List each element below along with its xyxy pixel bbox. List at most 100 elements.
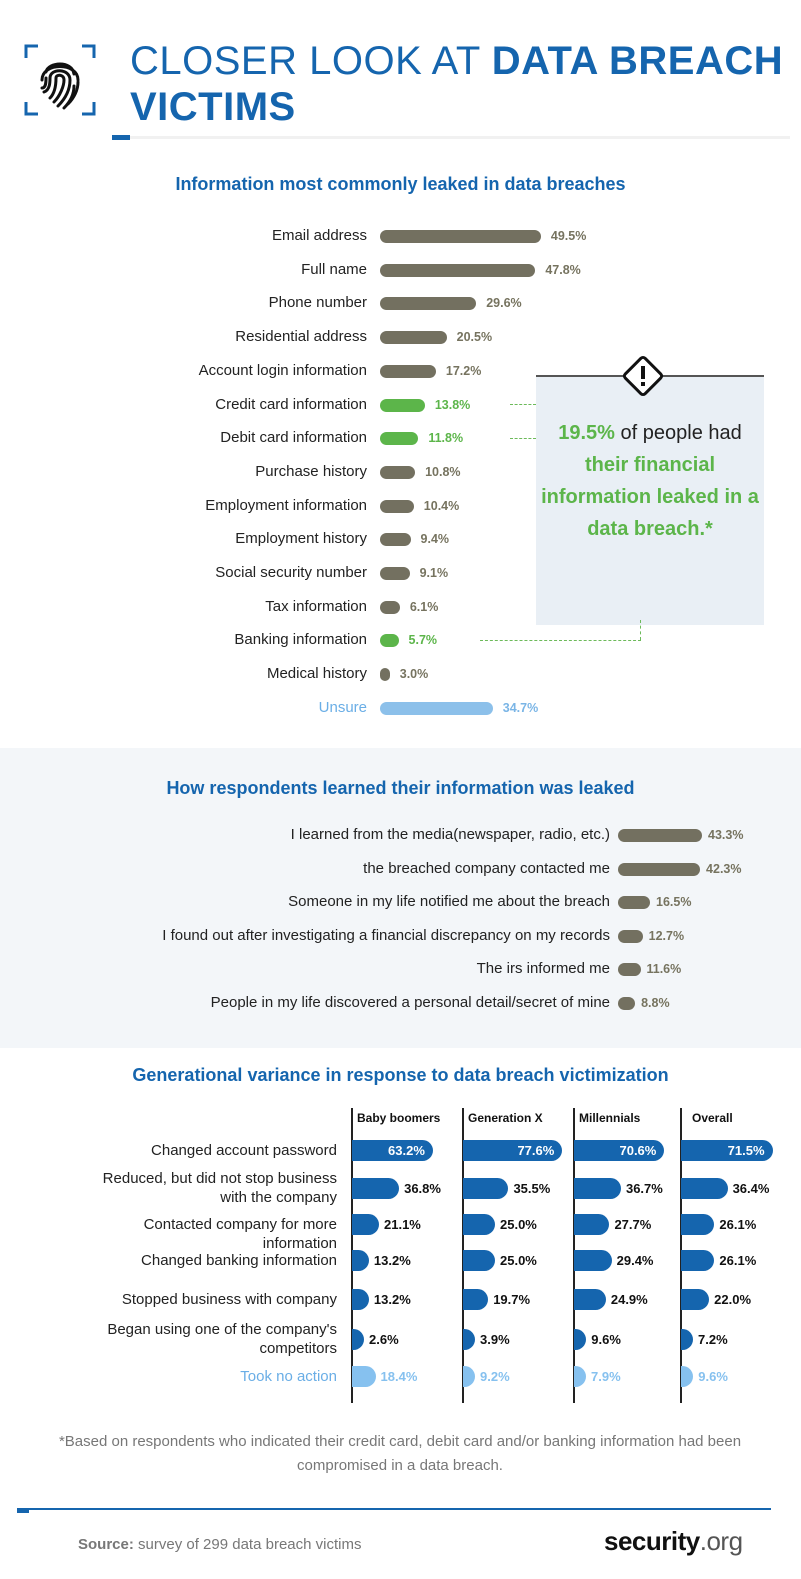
bar — [681, 1366, 694, 1387]
value-label: 9.2% — [480, 1369, 510, 1384]
value-label: 9.6% — [698, 1369, 728, 1384]
value-label: 9.6% — [591, 1332, 621, 1347]
bar — [574, 1289, 606, 1310]
page-title: CLOSER LOOK AT DATA BREACH VICTIMS — [130, 39, 784, 129]
bar — [681, 1214, 715, 1235]
value-label: 13.8% — [434, 397, 471, 412]
value-label: 16.5% — [656, 895, 692, 910]
bar — [352, 1289, 369, 1310]
bar — [380, 230, 541, 243]
bar — [352, 1214, 379, 1235]
value-label: 25.0% — [500, 1217, 537, 1232]
bar — [380, 364, 436, 378]
section-learned — [0, 748, 801, 1048]
bar — [618, 929, 643, 943]
value-label: 12.7% — [648, 928, 685, 943]
bar — [380, 600, 400, 614]
bar — [618, 997, 636, 1010]
value-label: 8.8% — [641, 996, 670, 1010]
bar-label: The irs informed me — [476, 960, 610, 978]
bar-label: Purchase history — [255, 462, 367, 480]
value-label: 25.0% — [500, 1253, 537, 1268]
bar-label: Credit card information — [215, 395, 367, 413]
value-label: 36.7% — [625, 1181, 663, 1196]
row-label: Changed banking information — [141, 1252, 337, 1269]
bar — [380, 432, 419, 446]
value-label: 9.4% — [420, 532, 450, 547]
divider — [112, 136, 790, 139]
row-label: Reduced, but did not stop business with … — [102, 1170, 337, 1206]
value-label: 2.6% — [369, 1332, 399, 1347]
value-label: 70.6% — [619, 1143, 657, 1158]
value-label: 19.7% — [493, 1292, 531, 1307]
value-label: 3.9% — [480, 1332, 510, 1347]
bar — [618, 862, 701, 876]
row-label: Stopped business with company — [121, 1291, 337, 1308]
bar — [574, 1329, 587, 1350]
footer-divider-accent — [17, 1508, 29, 1513]
bar — [463, 1178, 509, 1199]
bar — [463, 1140, 563, 1161]
connector — [480, 640, 641, 641]
bar-label: Email address — [271, 227, 367, 244]
bar-label: Employment information — [205, 496, 367, 514]
logo: security.org — [604, 1526, 743, 1556]
value-label: 71.5% — [727, 1143, 765, 1158]
value-label: 42.3% — [706, 861, 742, 876]
value-label: 24.9% — [610, 1292, 648, 1307]
value-label: 27.7% — [614, 1217, 652, 1232]
source: Source: survey of 299 data breach victim… — [78, 1536, 362, 1553]
bar — [380, 533, 411, 547]
bar — [380, 331, 447, 345]
callout-box: 19.5% of people had their financial info… — [536, 355, 764, 625]
bar — [574, 1366, 586, 1387]
connector — [510, 404, 536, 405]
bar — [681, 1178, 728, 1199]
value-label: 13.2% — [373, 1292, 411, 1307]
bar — [681, 1289, 710, 1310]
bar-label: Banking information — [234, 631, 367, 649]
bar — [463, 1366, 475, 1387]
bar — [380, 567, 410, 580]
column-header: Baby boomers — [357, 1111, 441, 1125]
value-label: 22.0% — [714, 1292, 752, 1307]
bar — [352, 1366, 376, 1387]
value-label: 29.6% — [486, 296, 522, 311]
bar — [618, 829, 702, 842]
value-label: 36.4% — [732, 1181, 770, 1196]
bar — [380, 701, 493, 715]
value-label: 10.4% — [423, 498, 460, 513]
value-label: 34.7% — [502, 700, 539, 715]
value-label: 6.1% — [409, 599, 439, 614]
bar — [574, 1214, 610, 1235]
bar — [618, 963, 641, 977]
value-label: 7.9% — [591, 1369, 621, 1384]
value-label: 5.7% — [408, 633, 438, 648]
bar-label: Someone in my life notified me about the… — [288, 893, 610, 911]
bar-label: Phone number — [268, 294, 367, 312]
value-label: 20.5% — [456, 330, 493, 345]
bar-label: I found out after investigating a financ… — [162, 926, 610, 944]
bar-label: Medical history — [266, 665, 367, 683]
value-label: 26.1% — [719, 1217, 757, 1232]
bar — [574, 1140, 665, 1161]
bar — [463, 1289, 489, 1310]
connector — [640, 620, 641, 640]
bar-label: Residential address — [235, 328, 367, 346]
bar — [380, 297, 477, 311]
connector — [510, 438, 536, 439]
bar — [681, 1329, 693, 1350]
bar-label: I learned from the media(newspaper, radi… — [290, 826, 610, 843]
bar — [463, 1214, 495, 1235]
fingerprint-icon — [24, 44, 96, 116]
value-label: 17.2% — [445, 363, 482, 378]
bar-label: Debit card information — [220, 429, 367, 447]
chart3-title: Generational variance in response to dat… — [132, 1065, 669, 1085]
row-label: Took no action — [240, 1368, 337, 1385]
value-label: 10.8% — [425, 464, 461, 479]
bar — [352, 1250, 369, 1271]
footnote: *Based on respondents who indicated thei… — [58, 1433, 742, 1474]
bar-label: Account login information — [198, 361, 367, 379]
value-label: 63.2% — [388, 1143, 425, 1158]
bar-label: Employment history — [235, 530, 367, 548]
